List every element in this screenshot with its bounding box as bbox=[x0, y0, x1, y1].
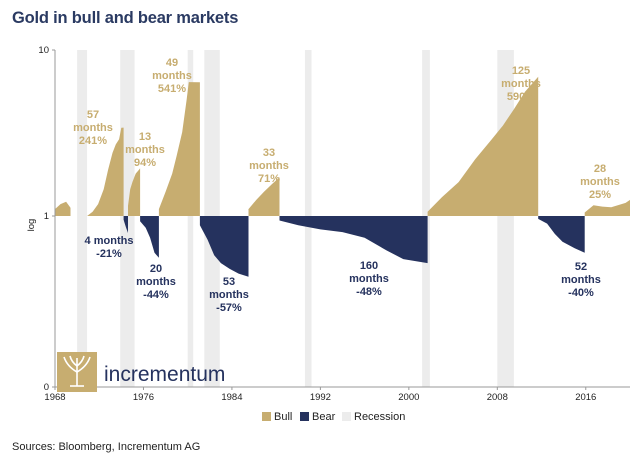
x-tick-label: 1984 bbox=[221, 392, 242, 403]
bear-annotation-line: -48% bbox=[356, 286, 382, 298]
y-tick-label: 10 bbox=[38, 45, 49, 56]
bear-annotation-line: -57% bbox=[216, 302, 242, 314]
bear-area-10 bbox=[538, 216, 585, 253]
axes bbox=[54, 50, 630, 388]
incrementum-logo: incrementum bbox=[57, 352, 225, 392]
source-note: Sources: Bloomberg, Incrementum AG bbox=[12, 441, 201, 453]
recession-band bbox=[77, 50, 88, 387]
bear-area-8 bbox=[279, 216, 428, 264]
legend-label-recession: Recession bbox=[354, 411, 405, 423]
y-axis-label: log bbox=[26, 219, 37, 232]
bull-annotation-line: months bbox=[73, 122, 113, 134]
bear-annotation-line: -21% bbox=[96, 248, 122, 260]
bull-area-3 bbox=[128, 168, 141, 216]
bull-area-7 bbox=[248, 177, 280, 216]
bear-annotation-line: -44% bbox=[143, 289, 169, 301]
bull-annotation-line: 13 bbox=[139, 131, 151, 143]
bull-area-1 bbox=[87, 127, 124, 216]
bull-area-11 bbox=[584, 199, 630, 216]
bull-annotation-line: 241% bbox=[79, 135, 107, 147]
bear-annotation-line: months bbox=[349, 273, 389, 285]
legend-swatch-bear bbox=[300, 412, 309, 421]
bull-annotation-line: 125 bbox=[512, 65, 530, 77]
bull-annotation-line: months bbox=[501, 78, 541, 90]
legend-swatch-recession bbox=[342, 412, 351, 421]
bear-annotation-line: months bbox=[209, 289, 249, 301]
bear-annotation-line: -40% bbox=[568, 287, 594, 299]
area-series bbox=[55, 76, 630, 277]
bear-annotation-line: months bbox=[136, 276, 176, 288]
bear-area-6 bbox=[199, 216, 249, 277]
bull-annotation-line: months bbox=[152, 70, 192, 82]
bull-annotation-line: 28 bbox=[594, 163, 606, 175]
bull-annotation-line: 25% bbox=[589, 189, 611, 201]
bear-annotation-line: months bbox=[561, 274, 601, 286]
legend: Bull Bear Recession bbox=[262, 411, 405, 423]
bull-annotation-line: months bbox=[125, 144, 165, 156]
bull-annotation-line: 49 bbox=[166, 57, 178, 69]
x-tick-label: 1992 bbox=[310, 392, 331, 403]
bear-annotation-line: 20 bbox=[150, 263, 162, 275]
x-tick-label: 1968 bbox=[44, 392, 65, 403]
x-tick-label: 2016 bbox=[575, 392, 596, 403]
bull-area-9 bbox=[427, 76, 539, 216]
bull-annotation-line: 57 bbox=[87, 109, 99, 121]
legend-swatch-bull bbox=[262, 412, 271, 421]
bull-annotation-line: 590% bbox=[507, 91, 535, 103]
bull-annotation-line: 94% bbox=[134, 157, 156, 169]
bull-annotation-line: months bbox=[249, 160, 289, 172]
bear-annotation-line: 4 months bbox=[85, 235, 134, 247]
y-tick-label: 1 bbox=[44, 211, 49, 222]
legend-label-bear: Bear bbox=[312, 411, 336, 423]
bull-area-0 bbox=[55, 201, 71, 216]
bull-area-5 bbox=[158, 82, 200, 216]
chart-title: Gold in bull and bear markets bbox=[12, 9, 239, 27]
bull-annotation-line: 33 bbox=[263, 147, 275, 159]
y-tick-label: 0 bbox=[44, 382, 49, 393]
recession-band bbox=[187, 50, 194, 387]
x-tick-label: 2008 bbox=[487, 392, 508, 403]
legend-label-bull: Bull bbox=[274, 411, 292, 423]
bull-annotation-line: 71% bbox=[258, 173, 280, 185]
bear-annotation-line: 52 bbox=[575, 261, 587, 273]
bear-annotation-line: 160 bbox=[360, 260, 378, 272]
x-tick-label: 2000 bbox=[398, 392, 419, 403]
ticks: 0 1 10 1968 1976 1984 1992 2000 2008 2016 bbox=[38, 45, 596, 403]
logo-text: incrementum bbox=[104, 363, 225, 386]
bear-annotation-line: 53 bbox=[223, 276, 235, 288]
bull-annotation-line: months bbox=[580, 176, 620, 188]
tree-icon bbox=[63, 355, 91, 387]
bear-area-2 bbox=[123, 216, 128, 233]
bear-area-4 bbox=[140, 216, 159, 258]
x-tick-label: 1976 bbox=[133, 392, 154, 403]
bull-annotation-line: 541% bbox=[158, 83, 186, 95]
